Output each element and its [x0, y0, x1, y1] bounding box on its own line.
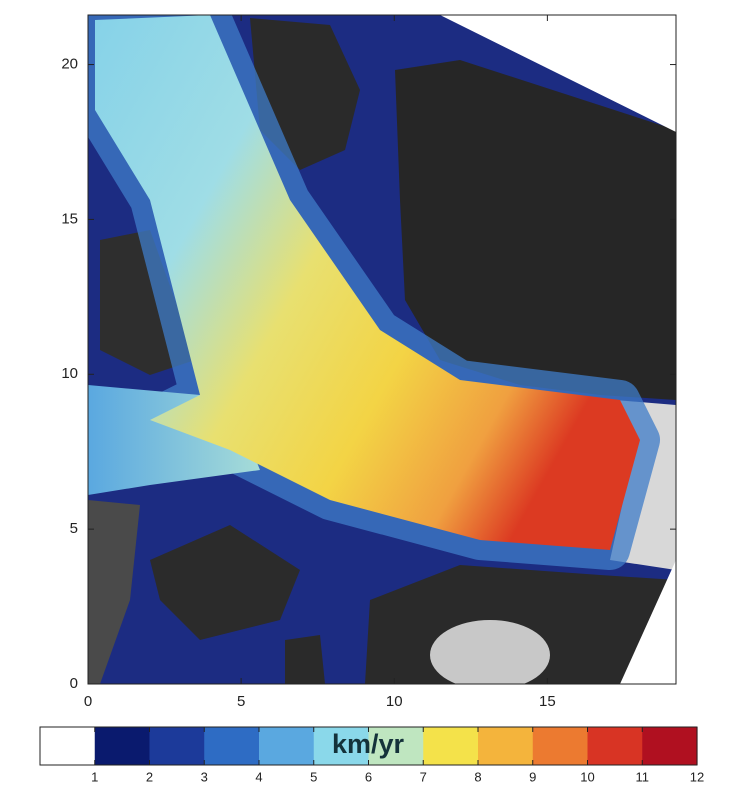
colorbar-tick-label: 7	[420, 769, 427, 784]
colorbar-label: km/yr	[332, 729, 405, 759]
colorbar-segment	[150, 727, 205, 765]
x-tick-label: 10	[386, 693, 403, 710]
colorbar-segment	[259, 727, 314, 765]
y-tick-label: 15	[61, 210, 78, 227]
colorbar-segment	[423, 727, 478, 765]
colorbar-segment	[204, 727, 259, 765]
colorbar-tick-label: 8	[474, 769, 481, 784]
y-tick-label: 20	[61, 56, 78, 73]
y-tick-label: 5	[70, 520, 78, 537]
y-tick-label: 0	[70, 675, 78, 692]
colorbar-segment	[478, 727, 533, 765]
colorbar-tick-label: 4	[255, 769, 262, 784]
colorbar-tick-label: 3	[201, 769, 208, 784]
colorbar-segment	[533, 727, 588, 765]
colorbar-segment	[588, 727, 643, 765]
colorbar-tick-label: 2	[146, 769, 153, 784]
colorbar-tick-label: 5	[310, 769, 317, 784]
colorbar-tick-label: 11	[636, 769, 650, 784]
map-image	[88, 15, 676, 690]
y-tick-label: 10	[61, 365, 78, 382]
colorbar-segment	[40, 727, 95, 765]
x-tick-label: 15	[539, 693, 556, 710]
colorbar-tick-label: 6	[365, 769, 372, 784]
colorbar-tick-label: 1	[91, 769, 98, 784]
figure: km/yr 05101505101520123456789101112	[0, 0, 730, 805]
colorbar-segment	[642, 727, 697, 765]
colorbar-tick-label: 9	[529, 769, 536, 784]
x-tick-label: 5	[237, 693, 245, 710]
colorbar-segment	[95, 727, 150, 765]
colorbar-tick-label: 12	[690, 769, 704, 784]
x-tick-label: 0	[84, 693, 92, 710]
colorbar-tick-label: 10	[580, 769, 594, 784]
